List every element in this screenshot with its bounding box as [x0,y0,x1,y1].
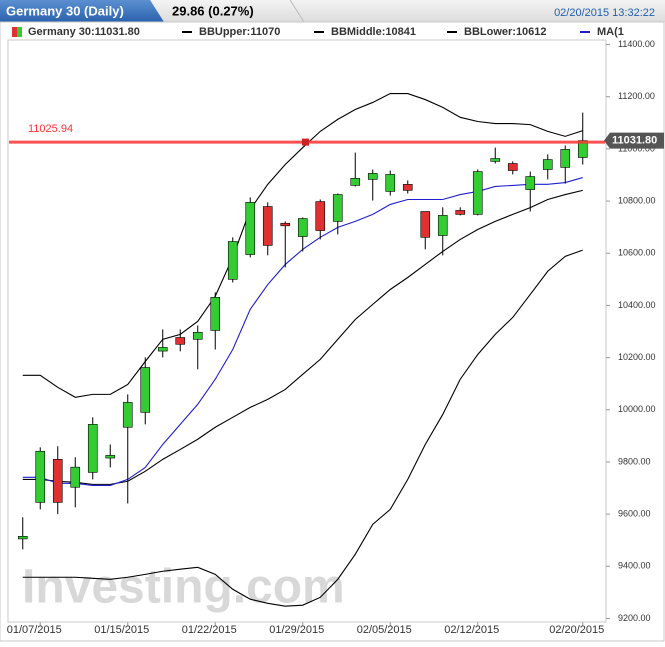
candle-body [175,337,186,345]
price-tag-label: 11031.80 [612,134,657,146]
candle-body [140,367,151,413]
legend-label: Germany 30:11031.80 [28,26,140,38]
y-tick-label: 10200.00 [618,352,656,362]
candle-body [17,535,28,540]
candle-body [437,215,448,236]
candle-body [315,201,326,231]
candle-body [245,202,256,255]
x-tick-label: 01/22/2015 [182,624,237,636]
y-tick-label: 10400.00 [618,300,656,310]
legend-icon [17,27,22,37]
legend-icon [12,27,17,37]
x-tick-label: 01/07/2015 [7,624,62,636]
x-tick-label: 02/12/2015 [444,624,499,636]
candle-body [385,174,396,192]
y-tick-label: 9800.00 [618,456,651,466]
candle-body [455,210,466,215]
candle-body [525,176,536,190]
watermark: Investing.com [22,561,345,614]
horizontal-line-label: 11025.94 [28,123,73,135]
header-divider [289,0,305,23]
title-tab [0,0,164,22]
candle-body [157,347,168,352]
candle-body [122,402,133,428]
indicator-line [22,249,583,607]
candle-body [577,140,588,158]
candle-body [280,222,291,227]
y-tick-label: 10000.00 [618,404,656,414]
legend-label: BBMiddle:10841 [331,26,416,38]
candle-body [192,331,203,340]
candle-body [420,211,431,238]
x-tick-label: 01/15/2015 [94,624,149,636]
candle-body [105,455,116,459]
outer-frame [0,21,665,642]
candle-body [262,206,273,246]
candle-body [560,149,571,168]
candle-body [402,184,413,191]
candle-body [35,450,46,503]
x-tick-label: 02/05/2015 [357,624,412,636]
candle-body [87,424,98,473]
candle-body [490,158,501,162]
candle-body [297,218,308,237]
candle-body [70,466,81,488]
y-tick-label: 10600.00 [618,248,656,258]
y-tick-label: 9600.00 [618,508,651,518]
legend-label: BBUpper:11070 [199,26,280,38]
legend-label: MA(1 [597,26,624,38]
candle-body [210,297,221,331]
x-tick-label: 01/29/2015 [269,624,324,636]
plot-frame [7,39,607,623]
candle-body [227,241,238,280]
candle-body [350,178,361,186]
header-datetime: 02/20/2015 13:32:22 [554,7,655,19]
header-title: Germany 30 (Daily) [6,3,124,18]
header-change: 29.86 (0.27%) [172,3,254,18]
y-tick-label: 11200.00 [618,91,655,101]
candle-body [332,194,343,222]
candle-body [367,173,378,180]
indicator-line [22,93,583,398]
y-tick-label: 10800.00 [618,195,656,205]
y-tick-label: 9200.00 [618,613,651,623]
candle-body [52,459,63,503]
price-tag [604,132,664,149]
x-tick-label: 02/20/2015 [549,624,604,636]
y-tick-label: 9400.00 [618,561,651,571]
candle-body [472,171,483,215]
candle-body [542,159,553,170]
y-tick-label: 11400.00 [618,39,655,49]
candle-body [507,163,518,171]
header-bar [0,0,665,22]
legend-label: BBLower:10612 [464,26,547,38]
line-handle [302,138,309,146]
